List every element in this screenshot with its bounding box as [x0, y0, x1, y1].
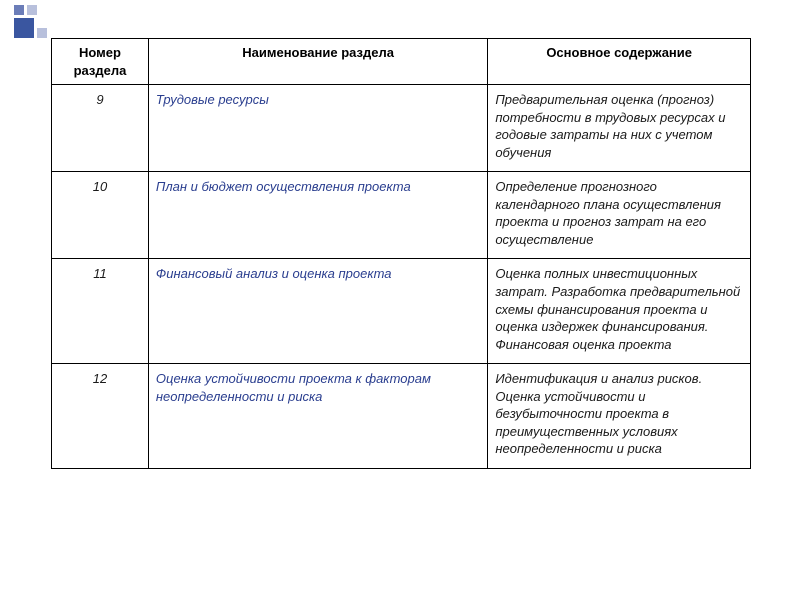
table-row: 11 Финансовый анализ и оценка проекта Оц…: [52, 259, 751, 364]
table-row: 10 План и бюджет осуществления проекта О…: [52, 172, 751, 259]
table-row: 12 Оценка устойчивости проекта к фактора…: [52, 364, 751, 469]
cell-content: Идентификация и анализ рисков. Оценка ус…: [488, 364, 751, 469]
cell-content: Оценка полных инвестиционных затрат. Раз…: [488, 259, 751, 364]
cell-name: Финансовый анализ и оценка проекта: [148, 259, 487, 364]
header-content: Основное содержание: [488, 39, 751, 85]
sections-table: Номер раздела Наименование раздела Основ…: [51, 38, 751, 469]
cell-name: План и бюджет осуществления проекта: [148, 172, 487, 259]
cell-content: Определение прогнозного календарного пла…: [488, 172, 751, 259]
cell-num: 10: [52, 172, 149, 259]
header-num: Номер раздела: [52, 39, 149, 85]
deco-square: [14, 5, 24, 15]
deco-square: [37, 28, 47, 38]
cell-num: 9: [52, 85, 149, 172]
table-row: 9 Трудовые ресурсы Предварительная оценк…: [52, 85, 751, 172]
cell-name: Трудовые ресурсы: [148, 85, 487, 172]
deco-square: [14, 18, 34, 38]
table-header-row: Номер раздела Наименование раздела Основ…: [52, 39, 751, 85]
deco-square: [27, 5, 37, 15]
cell-name: Оценка устойчивости проекта к факторам н…: [148, 364, 487, 469]
header-name: Наименование раздела: [148, 39, 487, 85]
cell-content: Предварительная оценка (прогноз) потребн…: [488, 85, 751, 172]
cell-num: 11: [52, 259, 149, 364]
cell-num: 12: [52, 364, 149, 469]
table-container: Номер раздела Наименование раздела Основ…: [51, 38, 751, 469]
